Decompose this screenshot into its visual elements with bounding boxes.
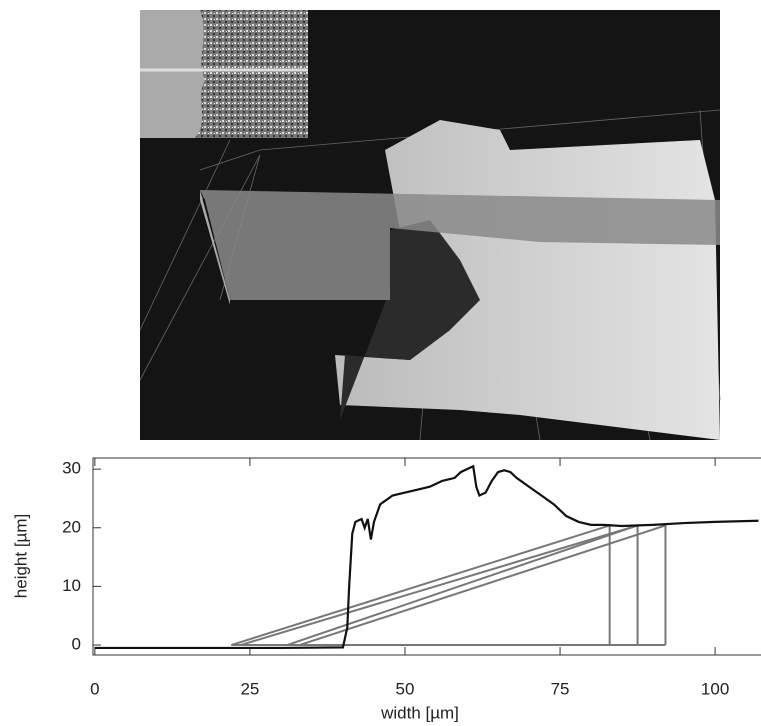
guide-line bbox=[286, 524, 638, 646]
guide-line bbox=[299, 524, 667, 646]
y-tick-label: 10 bbox=[62, 576, 81, 595]
x-tick-label: 50 bbox=[396, 679, 415, 698]
x-tick-label: 75 bbox=[551, 679, 570, 698]
y-tick-label: 0 bbox=[72, 635, 81, 654]
cut-plane bbox=[200, 190, 720, 300]
guide-line bbox=[231, 524, 611, 646]
x-tick-label: 0 bbox=[90, 679, 99, 698]
x-tick-label: 25 bbox=[240, 679, 259, 698]
guide-line bbox=[240, 524, 639, 646]
x-tick-label: 100 bbox=[701, 679, 729, 698]
surface-wall bbox=[340, 220, 480, 420]
render-3d bbox=[139, 10, 721, 441]
x-axis-label: width [µm] bbox=[380, 703, 459, 722]
inset-image-smooth bbox=[140, 10, 205, 138]
y-tick-label: 20 bbox=[62, 517, 81, 536]
profile-line bbox=[94, 464, 759, 650]
cut-plane-edge bbox=[200, 190, 230, 305]
y-axis-label: height [µm] bbox=[11, 514, 30, 598]
y-tick-label: 30 bbox=[62, 459, 81, 478]
plot-frame bbox=[92, 457, 761, 656]
